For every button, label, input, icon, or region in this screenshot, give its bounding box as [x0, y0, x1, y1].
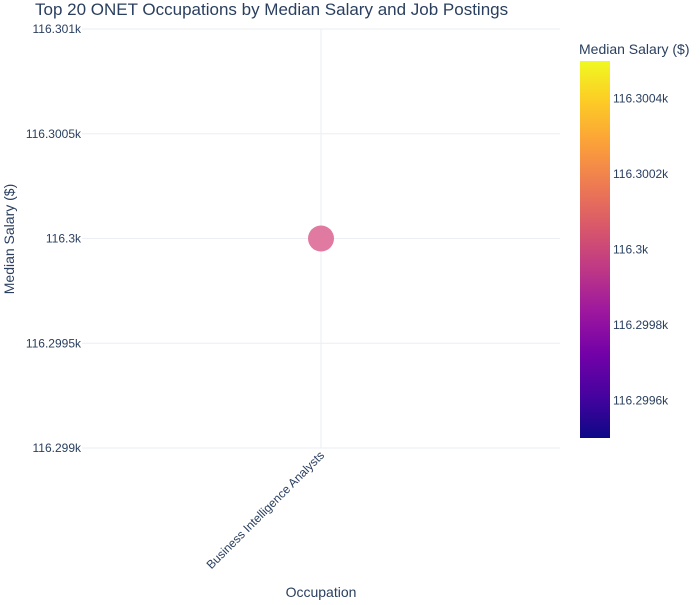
data-marks — [308, 225, 334, 252]
colorbar-tick-label: 116.3002k — [613, 167, 669, 181]
colorbar-tick-label: 116.3004k — [613, 92, 669, 106]
colorbar-tick-label: 116.2996k — [613, 393, 669, 407]
x-axis-title: Occupation — [286, 584, 357, 600]
y-tick-label: 116.299k — [33, 441, 82, 455]
colorbar — [580, 61, 610, 438]
y-tick-label: 116.301k — [33, 22, 82, 36]
chart-title: Top 20 ONET Occupations by Median Salary… — [35, 0, 508, 19]
colorbar-tick-label: 116.2998k — [613, 318, 669, 332]
colorbar-tick-label: 116.3k — [613, 243, 649, 257]
y-tick-labels: 116.299k 116.2995k 116.3k 116.3005k 116.301k — [26, 22, 82, 455]
x-tick-label: Business Intelligence Analysts — [204, 448, 328, 572]
colorbar-title: Median Salary ($) — [579, 41, 690, 57]
x-tick-labels: Business Intelligence Analysts — [204, 448, 328, 572]
y-axis-title: Median Salary ($) — [1, 184, 17, 295]
data-point — [308, 225, 334, 252]
y-tick-label: 116.3005k — [26, 127, 82, 141]
y-tick-label: 116.3k — [46, 232, 82, 246]
colorbar-tick-labels: 116.2996k 116.2998k 116.3k 116.3002k 116.300… — [613, 92, 669, 408]
y-tick-label: 116.2995k — [26, 336, 82, 350]
